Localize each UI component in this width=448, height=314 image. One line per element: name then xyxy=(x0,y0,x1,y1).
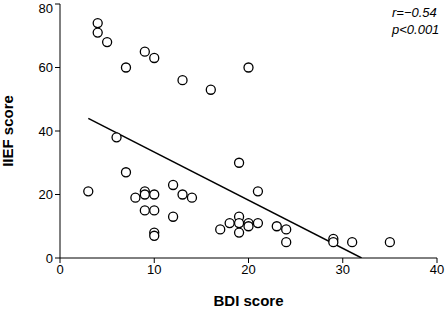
svg-text:30: 30 xyxy=(336,262,350,277)
svg-text:60: 60 xyxy=(39,60,53,75)
svg-text:40: 40 xyxy=(430,262,440,277)
svg-text:80: 80 xyxy=(39,1,53,16)
svg-text:BDI score: BDI score xyxy=(213,292,283,309)
html-text:p<0.001: p<0.001 xyxy=(392,22,440,37)
svg-text:10: 10 xyxy=(147,262,161,277)
svg-text:20: 20 xyxy=(241,262,255,277)
svg-text:40: 40 xyxy=(39,124,53,139)
svg-text:20: 20 xyxy=(39,187,53,202)
svg-text:IIEF score: IIEF score xyxy=(8,95,16,167)
html-text:r=−0.54: r=−0.54 xyxy=(392,5,437,20)
svg-text:0: 0 xyxy=(46,251,53,266)
svg-text:0: 0 xyxy=(56,262,63,277)
